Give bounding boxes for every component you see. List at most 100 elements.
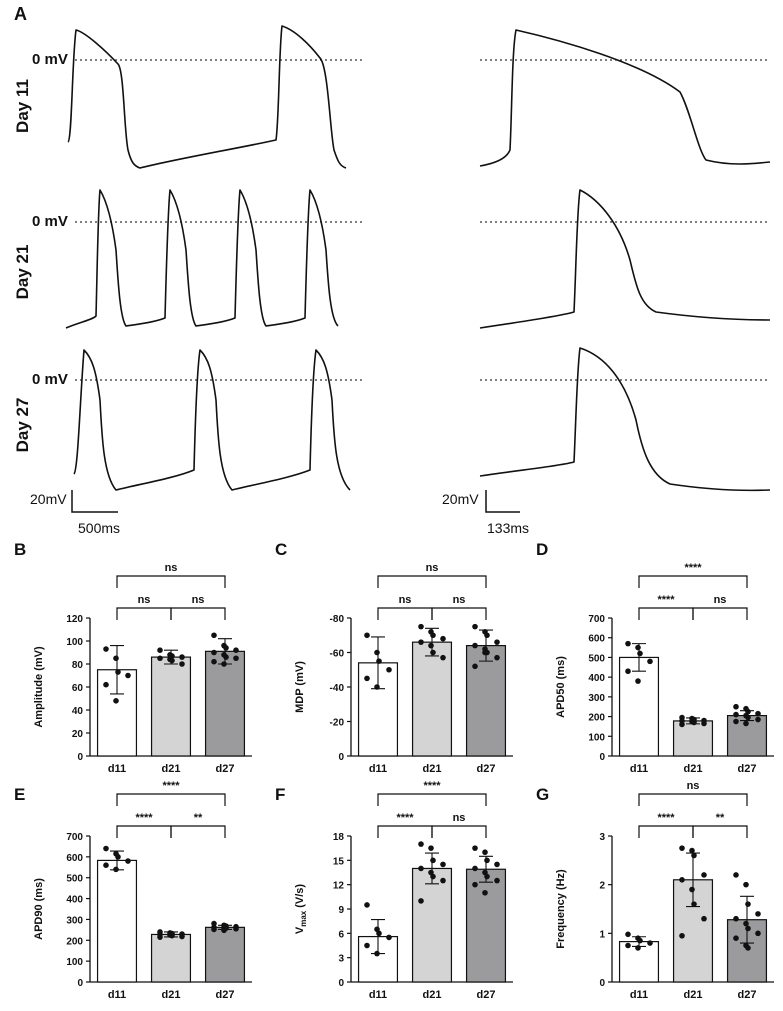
data-point [625,931,631,938]
data-point [691,901,697,907]
data-point [743,881,749,888]
zero-lines [75,59,770,381]
data-point [418,623,424,630]
data-point [169,932,175,939]
data-point [745,901,751,907]
data-point [233,926,239,932]
data-point [494,877,500,884]
scale-time: 500ms [78,520,120,536]
y-tick-label: 0 [599,752,605,763]
data-point [733,711,739,718]
data-point [103,646,109,652]
significance-label: ns [714,594,727,606]
significance-label: ns [192,594,205,606]
y-axis-label-main: MDP (mV) [294,661,306,713]
significance-bracket [170,825,226,838]
significance-bracket [638,825,694,838]
panel-label: F [275,785,285,804]
data-point [755,911,761,917]
data-point [430,632,436,639]
data-point [743,720,749,727]
significance-bracket [116,793,226,806]
panel-label: G [536,785,549,804]
y-axis-label: Amplitude (mV) [33,646,45,728]
y-tick-label: 120 [66,614,83,625]
significance-bracket [377,575,487,588]
x-tick-label: d11 [108,989,126,1001]
data-point [103,862,109,868]
significance-label: **** [135,812,153,824]
data-point [472,881,478,888]
significance-label: ns [426,562,439,574]
data-point [733,872,739,878]
data-point [647,658,653,665]
data-point [233,647,239,653]
data-point [418,639,424,645]
data-point [103,845,109,852]
data-point [679,877,685,883]
data-point [157,655,163,662]
data-point [484,873,490,880]
bar [672,720,714,757]
data-point [440,861,446,868]
y-tick-label: 200 [588,713,605,724]
data-point [733,718,739,725]
data-point [374,950,380,957]
y-tick-label: 40 [72,706,84,717]
y-tick-label: 400 [66,895,83,906]
x-tick-label: d11 [630,989,648,1001]
data-point [679,721,685,728]
x-tick-label: d11 [369,763,387,775]
significance-label: ns [138,594,151,606]
y-axis-label-main: Amplitude (mV) [33,646,45,728]
data-point [482,889,488,896]
y-axis-label-main: APD50 (ms) [555,656,567,718]
data-point [221,661,227,667]
significance-bracket [170,607,226,620]
data-point [386,934,392,941]
y-axis-label: MDP (mV) [294,661,306,713]
y-tick-label: -80 [330,614,345,625]
data-point [637,937,643,944]
x-tick-label: d11 [369,989,387,1001]
significance-bracket [638,793,748,806]
row-label: Day 27 [13,398,32,453]
voltage-traces [65,25,771,492]
y-tick-label: -60 [330,649,345,660]
data-point [647,940,653,946]
data-point [755,710,761,717]
data-point [745,925,751,932]
data-point [701,915,707,922]
data-point [472,663,478,670]
data-point [113,698,119,704]
data-point [364,675,370,682]
y-tick-label: 0 [599,978,605,989]
significance-label: ** [194,812,203,824]
data-point [418,898,424,904]
significance-bracket [431,607,487,620]
data-point [691,719,697,726]
y-tick-label: 200 [66,936,83,947]
y-tick-label: 500 [66,874,83,885]
significance-label: ** [716,812,725,824]
data-point [440,635,446,642]
y-tick-label: 60 [72,683,84,694]
data-point [364,902,370,908]
data-point [494,639,500,645]
data-point [745,714,751,721]
significance-label: ns [453,594,466,606]
y-axis-label-main: APD90 (ms) [33,878,45,940]
y-tick-label: -20 [330,718,345,729]
data-point [376,658,382,664]
data-point [157,647,163,653]
significance-bracket [116,825,172,838]
data-point [428,845,434,851]
x-tick-label: d21 [162,763,181,775]
y-axis-label-unit: (V/s) [294,884,306,908]
panel-label: E [14,785,25,804]
significance-label: **** [396,812,414,824]
x-tick-label: d21 [684,989,703,1001]
y-tick-label: 12 [333,881,345,892]
data-point [223,654,229,660]
